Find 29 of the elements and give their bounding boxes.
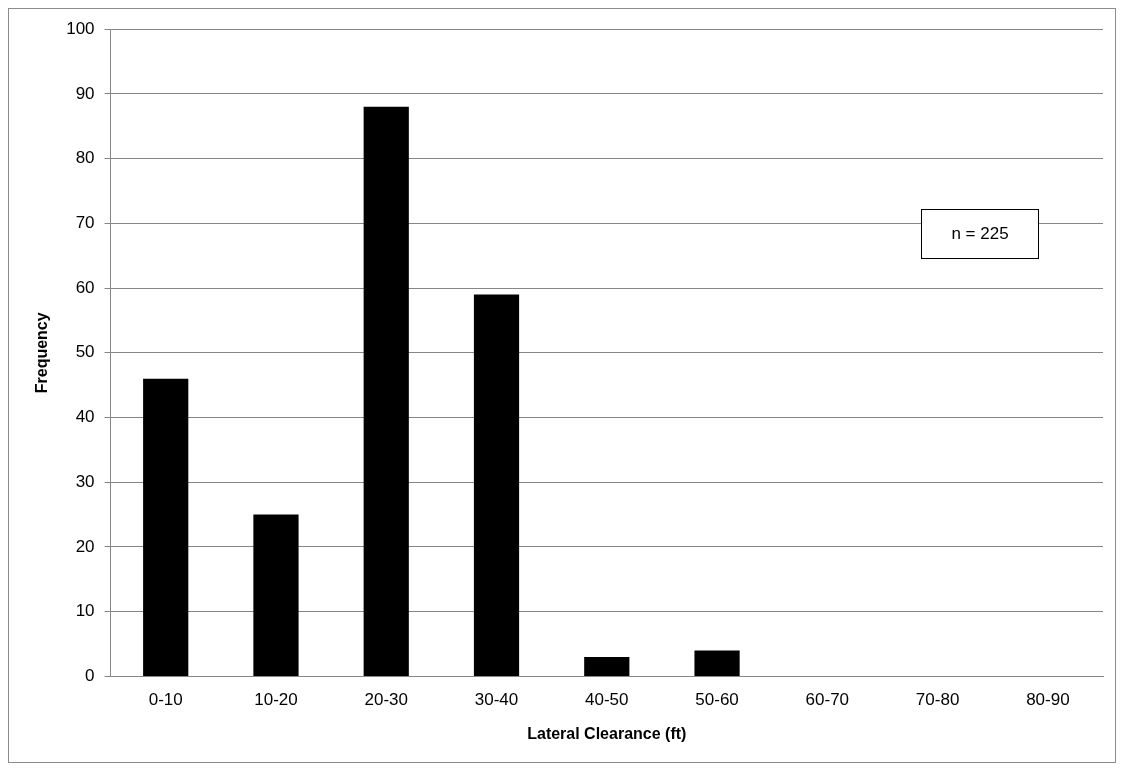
y-tick-label: 60 — [75, 277, 95, 297]
note-box: n = 225 — [921, 209, 1039, 259]
bar — [694, 650, 740, 676]
y-tick-label: 80 — [75, 148, 95, 168]
bar — [143, 378, 189, 676]
y-tick-label: 100 — [66, 18, 95, 38]
y-tick-label: 30 — [75, 471, 95, 491]
y-axis-title: Frequency — [33, 312, 51, 394]
x-tick-label: 80-90 — [1026, 690, 1070, 710]
x-tick-label: 70-80 — [915, 690, 960, 710]
x-tick-label: 0-10 — [148, 690, 183, 710]
x-tick-label: 40-50 — [585, 690, 629, 710]
y-tick-label: 20 — [75, 536, 95, 556]
x-tick-label: 20-30 — [364, 690, 408, 710]
y-tick-label: 0 — [85, 666, 95, 686]
x-tick-label: 60-70 — [805, 690, 850, 710]
y-tick-label: 40 — [75, 407, 95, 427]
x-axis-title: Lateral Clearance (ft) — [527, 724, 687, 742]
y-tick-label: 70 — [75, 213, 95, 233]
x-tick-label: 10-20 — [254, 690, 298, 710]
y-tick-label: 10 — [75, 601, 95, 621]
x-tick-label: 50-60 — [695, 690, 739, 710]
y-tick-label: 90 — [75, 83, 95, 103]
x-tick-label: 30-40 — [474, 690, 519, 710]
bar — [584, 656, 630, 676]
bar — [473, 294, 520, 676]
bar — [363, 106, 409, 676]
bar — [253, 514, 299, 676]
y-tick-label: 50 — [75, 342, 95, 362]
